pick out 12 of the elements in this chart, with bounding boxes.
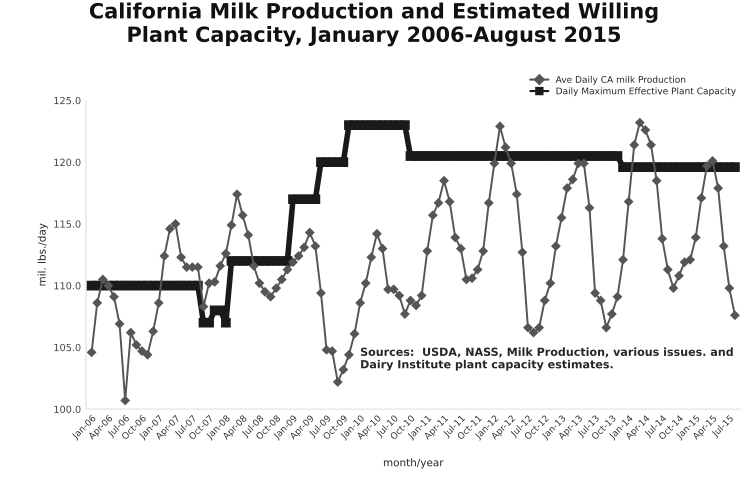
y-tick-label: 120.0 <box>54 158 81 166</box>
y-tick-label: 115.0 <box>54 220 81 228</box>
legend-label: Ave Daily CA milk Production <box>556 76 686 85</box>
y-tick-label: 110.0 <box>54 282 81 290</box>
y-tick-label: 105.0 <box>54 344 81 352</box>
y-tick-label: 125.0 <box>54 96 81 104</box>
chart-title: California Milk Production and Estimated Willing Plant Capacity, January 2006-August 2015 <box>90 2 658 46</box>
annotation: Sources: USDA, NASS, Milk Production, various issues. and Dairy Institute plant capacity estimates. <box>360 347 733 371</box>
y-tick-label: 100.0 <box>54 406 81 413</box>
y-axis-title: mil. lbs./day <box>38 223 48 286</box>
legend-label: Daily Maximum Effective Plant Capacity <box>556 87 736 96</box>
x-axis-title: month/year <box>384 458 444 468</box>
